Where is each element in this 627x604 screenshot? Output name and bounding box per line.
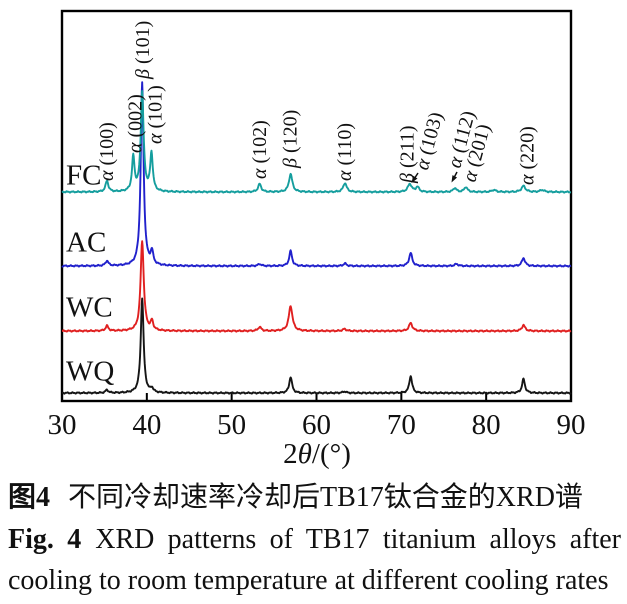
x-tick-label: 40 bbox=[132, 409, 161, 441]
series-label-WQ: WQ bbox=[66, 356, 114, 388]
x-axis-label-prefix: 2 bbox=[283, 438, 298, 470]
caption-chinese-text: 不同冷却速率冷却后TB17钛合金的XRD谱 bbox=[68, 482, 583, 513]
x-axis-label-suffix: /(°) bbox=[312, 438, 351, 470]
peak-label-β(101): β (101) bbox=[132, 21, 154, 80]
peak-label-β(120): β (120) bbox=[280, 110, 302, 169]
peak-label-hkl: (103) bbox=[414, 110, 448, 162]
peak-label-phase: α bbox=[96, 170, 118, 181]
x-tick-label: 90 bbox=[557, 409, 586, 441]
peak-label-hkl: (100) bbox=[96, 122, 118, 170]
peak-label-α(220): α (220) bbox=[517, 126, 539, 185]
peak-label-hkl: (002) bbox=[125, 94, 147, 142]
peak-label-hkl: (211) bbox=[397, 125, 419, 173]
x-tick-label: 80 bbox=[472, 409, 501, 441]
caption-english-text: XRD patterns of TB17 titanium alloys aft… bbox=[95, 524, 622, 556]
peak-label-phase: β bbox=[132, 69, 154, 80]
peak-label-arrowhead bbox=[411, 175, 418, 183]
peak-label-β(211): β (211) bbox=[397, 125, 419, 184]
peak-label-phase: β bbox=[280, 158, 302, 169]
x-axis-label-theta: θ bbox=[298, 438, 312, 470]
peak-label-α(002): α (002) bbox=[125, 94, 147, 153]
peak-label-hkl: (101) bbox=[145, 85, 167, 133]
peak-label-α(101): α (101) bbox=[145, 85, 167, 144]
peak-label-phase: α bbox=[125, 142, 147, 153]
peak-label-α(102): α (102) bbox=[249, 120, 271, 179]
peak-label-hkl: (102) bbox=[249, 120, 271, 168]
curve-WQ bbox=[61, 297, 572, 395]
peak-label-hkl: (110) bbox=[334, 123, 356, 171]
peak-label-α(100): α (100) bbox=[96, 122, 118, 181]
series-label-WC: WC bbox=[66, 292, 113, 324]
series-label-FC: FC bbox=[66, 160, 101, 192]
caption-chinese-number: 图4 bbox=[8, 482, 51, 513]
x-tick-label: 70 bbox=[387, 409, 416, 441]
peak-label-hkl: (120) bbox=[280, 110, 302, 158]
peak-label-phase: α bbox=[517, 174, 539, 185]
caption-english-line1: Fig. 4 XRD patterns of TB17 titanium allo… bbox=[8, 524, 621, 555]
peak-label-phase: α bbox=[249, 168, 271, 179]
x-tick-label: 30 bbox=[48, 409, 77, 441]
curve-WC bbox=[61, 240, 572, 333]
peak-label-hkl: (101) bbox=[132, 21, 154, 69]
x-tick-label: 60 bbox=[302, 409, 331, 441]
curve-AC bbox=[61, 81, 572, 268]
x-tick-label: 50 bbox=[217, 409, 246, 441]
curve-FC bbox=[61, 90, 572, 194]
peak-label-phase: α bbox=[145, 133, 167, 144]
caption-chinese: 图4 不同冷却速率冷却后TB17钛合金的XRD谱 bbox=[8, 482, 621, 513]
caption-english-line2: cooling to room temperature at different… bbox=[8, 564, 609, 596]
series-label-AC: AC bbox=[66, 227, 106, 259]
peak-label-phase: β bbox=[397, 173, 419, 184]
caption-english-number: Fig. 4 bbox=[8, 524, 82, 556]
plot-frame bbox=[60, 9, 573, 403]
x-axis-label: 2θ/(°) bbox=[283, 438, 351, 470]
peak-label-phase: α bbox=[334, 170, 356, 181]
peak-label-arrowhead bbox=[451, 175, 458, 183]
peak-label-α(110): α (110) bbox=[334, 123, 356, 181]
peak-label-hkl: (220) bbox=[517, 126, 539, 174]
figure-caption: 图4 不同冷却速率冷却后TB17钛合金的XRD谱 Fig. 4 XRD patter… bbox=[8, 482, 621, 596]
